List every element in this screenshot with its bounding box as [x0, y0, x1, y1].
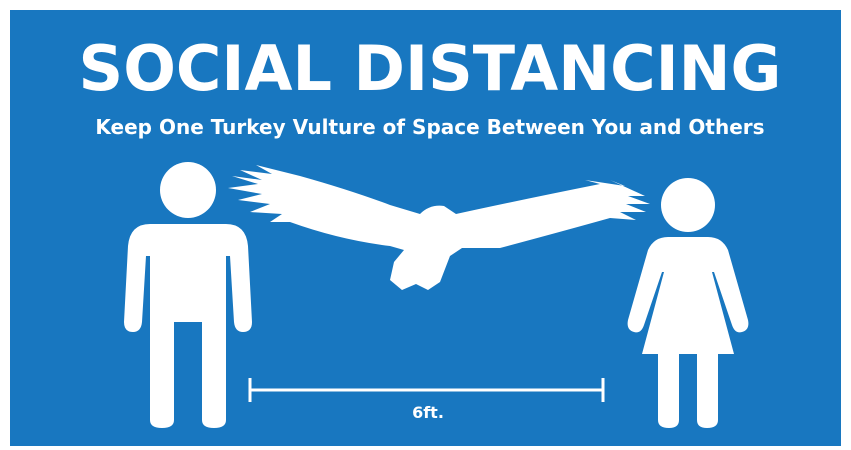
sign: SOCIAL DISTANCING Keep One Turkey Vultur…	[0, 0, 851, 450]
distance-label: 6ft.	[412, 403, 444, 422]
page: {"title": "SOCIAL DISTANCING", "subtitle…	[0, 0, 851, 450]
title: SOCIAL DISTANCING	[79, 32, 782, 105]
subtitle: Keep One Turkey Vulture of Space Between…	[95, 115, 764, 139]
